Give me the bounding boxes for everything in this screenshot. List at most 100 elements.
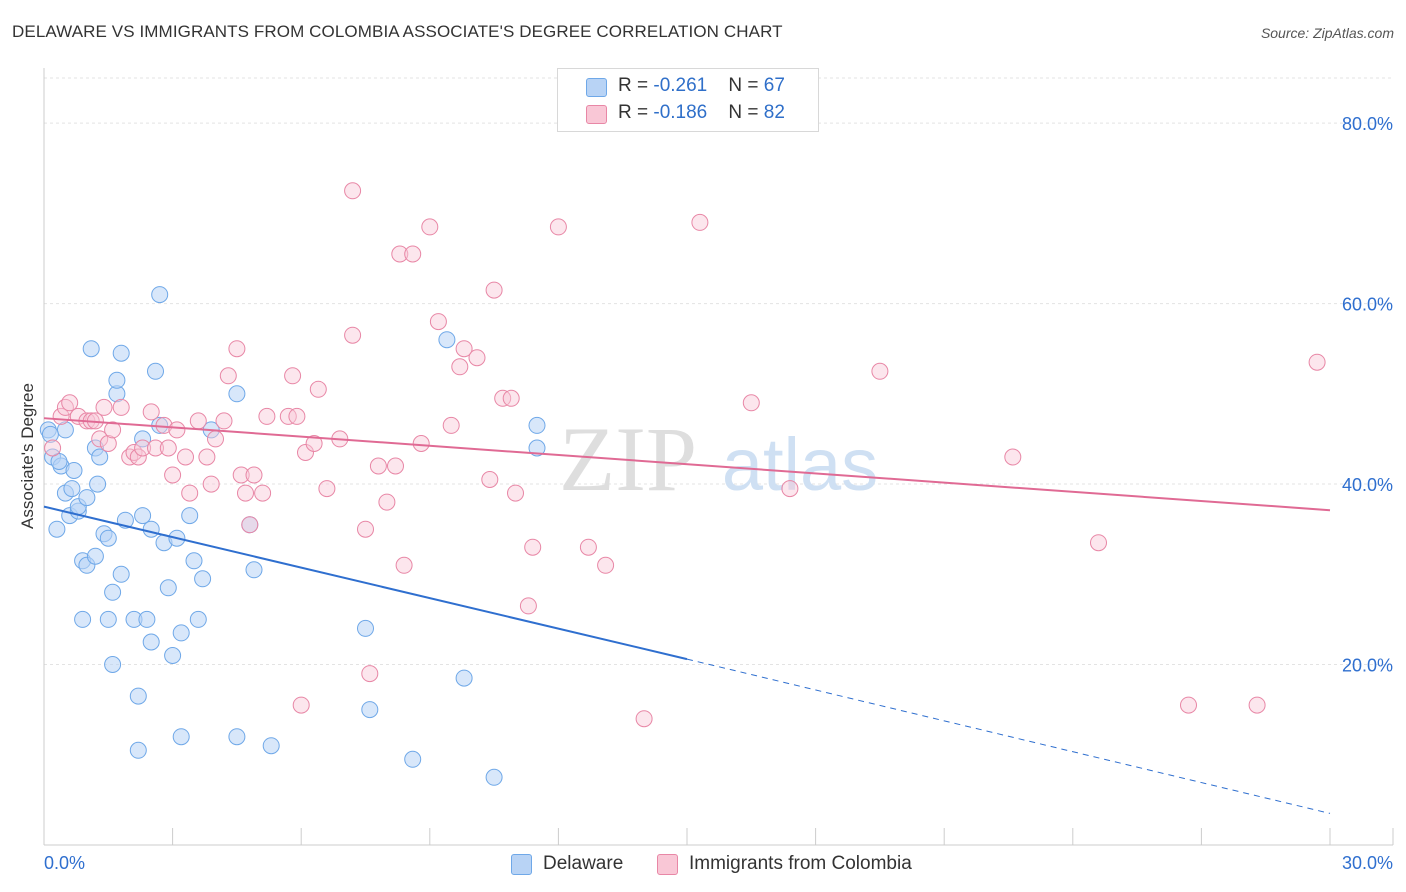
data-point	[237, 484, 254, 502]
data-point	[245, 561, 263, 579]
data-point	[357, 520, 374, 538]
legend-r-label: R =	[618, 102, 654, 123]
data-point	[691, 213, 709, 231]
data-point	[361, 665, 379, 683]
bottom-legend-label-colombia: Immigrants from Colombia	[689, 853, 912, 874]
bottom-legend-swatch-delaware	[511, 854, 532, 875]
data-point	[44, 439, 62, 457]
data-point	[421, 218, 439, 236]
legend-r-label: R =	[618, 75, 654, 96]
data-point	[344, 182, 362, 200]
data-point	[404, 245, 422, 263]
data-point	[86, 547, 104, 565]
legend-n-value: 67	[763, 75, 785, 96]
data-point	[112, 565, 130, 583]
tick-labels: 20.0% 40.0% 60.0% 80.0% 0.0% 30.0%	[44, 114, 1393, 873]
data-point	[228, 385, 246, 403]
data-point	[378, 493, 396, 511]
data-point	[138, 610, 156, 628]
data-point	[292, 696, 310, 714]
chart-title: DELAWARE VS IMMIGRANTS FROM COLOMBIA ASS…	[12, 22, 783, 41]
legend-n-label: N =	[728, 102, 764, 123]
data-point	[134, 507, 152, 525]
data-point	[99, 610, 117, 628]
data-point	[391, 245, 409, 263]
data-point	[429, 313, 447, 331]
data-point	[142, 633, 160, 651]
data-point	[202, 475, 220, 493]
data-point	[485, 768, 503, 786]
data-point	[1248, 696, 1266, 714]
data-point	[99, 529, 117, 547]
data-point	[91, 448, 109, 466]
data-point	[82, 340, 100, 358]
data-point	[361, 701, 379, 719]
data-point	[357, 619, 374, 637]
trend-line-extension	[686, 658, 1331, 814]
data-point	[387, 457, 404, 475]
data-point	[305, 435, 323, 452]
data-point	[279, 407, 297, 425]
data-point	[129, 448, 147, 466]
data-point	[159, 579, 177, 597]
data-point	[1308, 353, 1326, 371]
data-point	[189, 412, 207, 430]
grid-lines	[44, 77, 1393, 666]
data-point	[228, 728, 246, 746]
trend-lines	[43, 417, 1331, 814]
y-tick-label: 80.0%	[1342, 114, 1393, 134]
data-point	[129, 741, 147, 759]
data-point	[344, 326, 362, 344]
data-point	[65, 462, 83, 479]
legend-swatch-delaware	[586, 78, 607, 97]
data-point	[455, 340, 473, 358]
data-point	[1180, 696, 1197, 714]
data-point	[189, 610, 207, 628]
data-point	[78, 489, 96, 507]
y-tick-label: 60.0%	[1342, 295, 1393, 315]
data-point	[61, 394, 79, 412]
data-point	[41, 425, 59, 443]
data-point	[104, 583, 122, 601]
data-point	[164, 647, 182, 664]
data-point	[142, 520, 160, 538]
legend-r-value: -0.261	[653, 75, 708, 96]
bottom-legend-label-delaware: Delaware	[543, 853, 624, 874]
data-point	[104, 656, 122, 673]
data-point	[198, 448, 216, 466]
data-point	[481, 471, 499, 488]
data-point	[468, 349, 486, 367]
data-point	[597, 556, 615, 574]
data-point	[159, 439, 177, 457]
legend-r-value: -0.186	[653, 102, 708, 123]
legend: R = -0.261 N = 67 R = -0.186 N = 82	[557, 68, 819, 132]
data-point	[104, 421, 122, 439]
data-point	[262, 737, 280, 755]
data-point	[147, 362, 164, 380]
x-tick-label-min: 0.0%	[44, 853, 85, 873]
x-tick-label-max: 30.0%	[1342, 853, 1393, 873]
data-point	[528, 416, 546, 434]
data-point	[164, 466, 182, 484]
trend-line	[43, 417, 1331, 512]
data-point	[147, 439, 164, 457]
data-point	[151, 286, 169, 304]
data-point	[288, 407, 306, 425]
data-point	[219, 367, 237, 385]
data-point	[579, 538, 597, 556]
data-point	[502, 389, 520, 407]
data-point	[228, 340, 246, 358]
data-point	[1090, 534, 1107, 552]
data-point	[108, 371, 126, 389]
data-point	[245, 466, 263, 484]
y-axis-label: Associate's Degree	[18, 383, 37, 529]
data-point	[254, 484, 272, 502]
data-point	[142, 403, 160, 421]
data-point	[215, 412, 233, 430]
data-point	[395, 556, 413, 574]
source-label: Source: ZipAtlas.com	[1260, 25, 1394, 41]
data-point	[318, 480, 336, 498]
data-point	[258, 407, 276, 425]
data-point	[95, 398, 113, 416]
data-point	[134, 439, 152, 457]
